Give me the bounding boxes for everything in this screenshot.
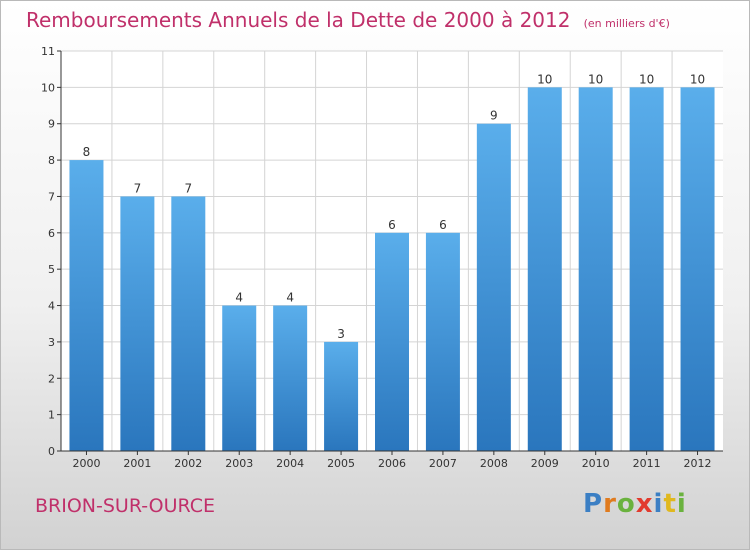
logo-letter: t — [663, 489, 677, 519]
axes: 0 1 2 3 4 5 6 7 8 9 10 11 2000 2001 2002 2003 2004 2005 20… — [41, 45, 723, 470]
y-tick-label: 5 — [48, 263, 55, 276]
data-label: 8 — [83, 145, 91, 159]
bar — [324, 341, 359, 451]
title-row: Remboursements Annuels de la Dette de 20… — [26, 8, 670, 32]
y-tick-label: 0 — [48, 445, 55, 458]
data-label: 10 — [690, 72, 705, 86]
data-label: 9 — [490, 109, 498, 123]
x-tick-label: 2010 — [582, 457, 610, 470]
data-label: 7 — [134, 181, 142, 195]
x-tick-label: 2008 — [480, 457, 508, 470]
bar — [222, 305, 257, 451]
x-tick-label: 2012 — [684, 457, 712, 470]
y-tick-label: 7 — [48, 190, 55, 203]
x-tick-label: 2002 — [174, 457, 202, 470]
bar — [69, 160, 104, 451]
bar — [425, 232, 460, 451]
y-tick-label: 8 — [48, 154, 55, 167]
logo-letter: r — [603, 489, 617, 519]
y-tick-label: 4 — [48, 300, 55, 313]
x-tick-label: 2011 — [633, 457, 661, 470]
bar — [171, 196, 206, 451]
x-tick-label: 2009 — [531, 457, 559, 470]
logo-letter: i — [653, 489, 664, 519]
data-label: 4 — [235, 291, 243, 305]
y-tick-label: 9 — [48, 118, 55, 131]
data-label: 10 — [588, 72, 603, 86]
y-tick-label: 1 — [48, 409, 55, 422]
chart-subtitle: (en milliers d'€) — [583, 17, 670, 30]
bar — [578, 87, 613, 451]
bar — [375, 232, 409, 451]
data-label: 10 — [639, 72, 654, 86]
y-tick-label: 11 — [41, 45, 55, 58]
chart-title: Remboursements Annuels de la Dette de 20… — [26, 8, 571, 32]
data-label: 6 — [439, 218, 447, 232]
logo-letter: o — [616, 489, 636, 519]
data-label: 4 — [286, 291, 294, 305]
data-label: 7 — [184, 181, 192, 195]
x-tick-label: 2005 — [327, 457, 355, 470]
x-tick-label: 2006 — [378, 457, 406, 470]
data-label: 10 — [537, 72, 552, 86]
x-tick-label: 2007 — [429, 457, 457, 470]
bar — [476, 123, 511, 452]
bars: 8 7 7 4 4 3 6 6 9 10 10 10 10 — [69, 72, 715, 452]
proxiti-logo: Proxiti — [583, 489, 687, 519]
bar — [527, 87, 562, 451]
bar — [629, 87, 664, 451]
logo-letter: i — [676, 489, 687, 519]
x-tick-label: 2004 — [276, 457, 304, 470]
x-tick-label: 2001 — [123, 457, 151, 470]
data-label: 3 — [337, 327, 345, 341]
commune-name: BRION-SUR-OURCE — [35, 495, 216, 517]
bar — [120, 196, 155, 451]
x-tick-label: 2000 — [72, 457, 100, 470]
data-label: 6 — [388, 218, 396, 232]
y-tick-label: 2 — [48, 372, 55, 385]
bar — [273, 305, 308, 451]
y-tick-label: 10 — [41, 81, 55, 94]
logo-letter: P — [583, 489, 604, 519]
y-tick-label: 3 — [48, 336, 55, 349]
x-tick-label: 2003 — [225, 457, 253, 470]
y-tick-label: 6 — [48, 227, 55, 240]
logo-letter: x — [635, 489, 654, 519]
bar — [680, 87, 715, 451]
